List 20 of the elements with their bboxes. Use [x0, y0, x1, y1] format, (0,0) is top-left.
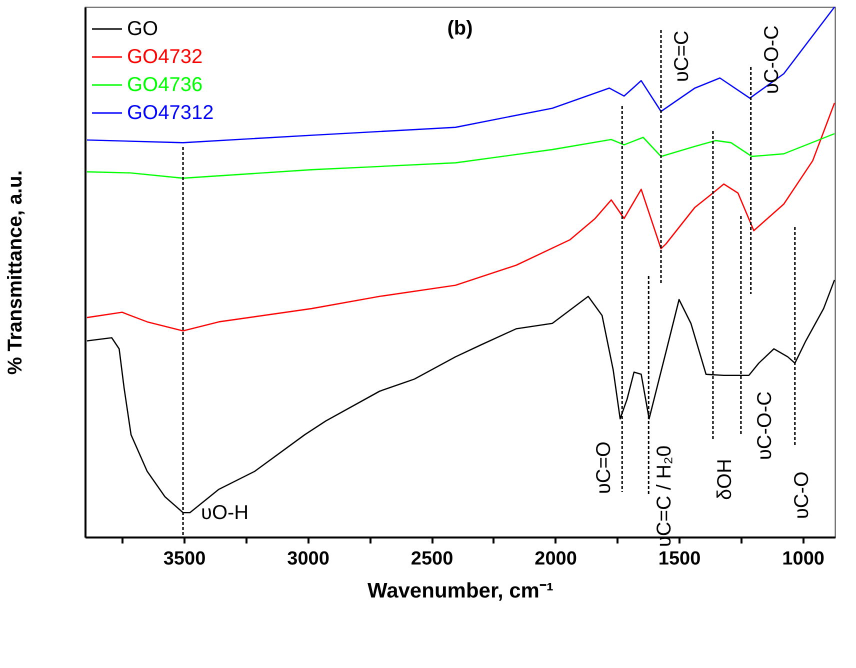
y-axis-title: % Transmittance, a.u.: [4, 170, 26, 375]
ref-line-label: υC-O-C: [760, 25, 783, 94]
ref-line-label: υO-H: [201, 502, 249, 524]
x-tick-label: 1000: [782, 548, 824, 570]
x-tick-label: 2500: [410, 548, 454, 570]
ref-line-label: υC-O-C: [754, 391, 776, 460]
x-tick-label: 2000: [534, 548, 577, 570]
x-tick-label: 3500: [163, 548, 206, 570]
legend-label: GO47312: [127, 102, 214, 124]
x-tick-label: 3000: [287, 548, 330, 570]
ref-line-label: υC-O: [790, 471, 813, 519]
ref-line-label: δOH: [714, 458, 736, 500]
ref-line-label: υC=C: [670, 30, 693, 82]
ref-line-label: υC=O: [593, 441, 616, 494]
x-tick-label: 1500: [658, 548, 701, 570]
legend-label: GO: [127, 18, 158, 40]
x-axis-title: Wavenumber, cm⁻¹: [368, 580, 554, 602]
legend-label: GO4736: [127, 74, 203, 96]
legend-label: GO4732: [127, 46, 203, 68]
text: (b): [447, 17, 473, 40]
